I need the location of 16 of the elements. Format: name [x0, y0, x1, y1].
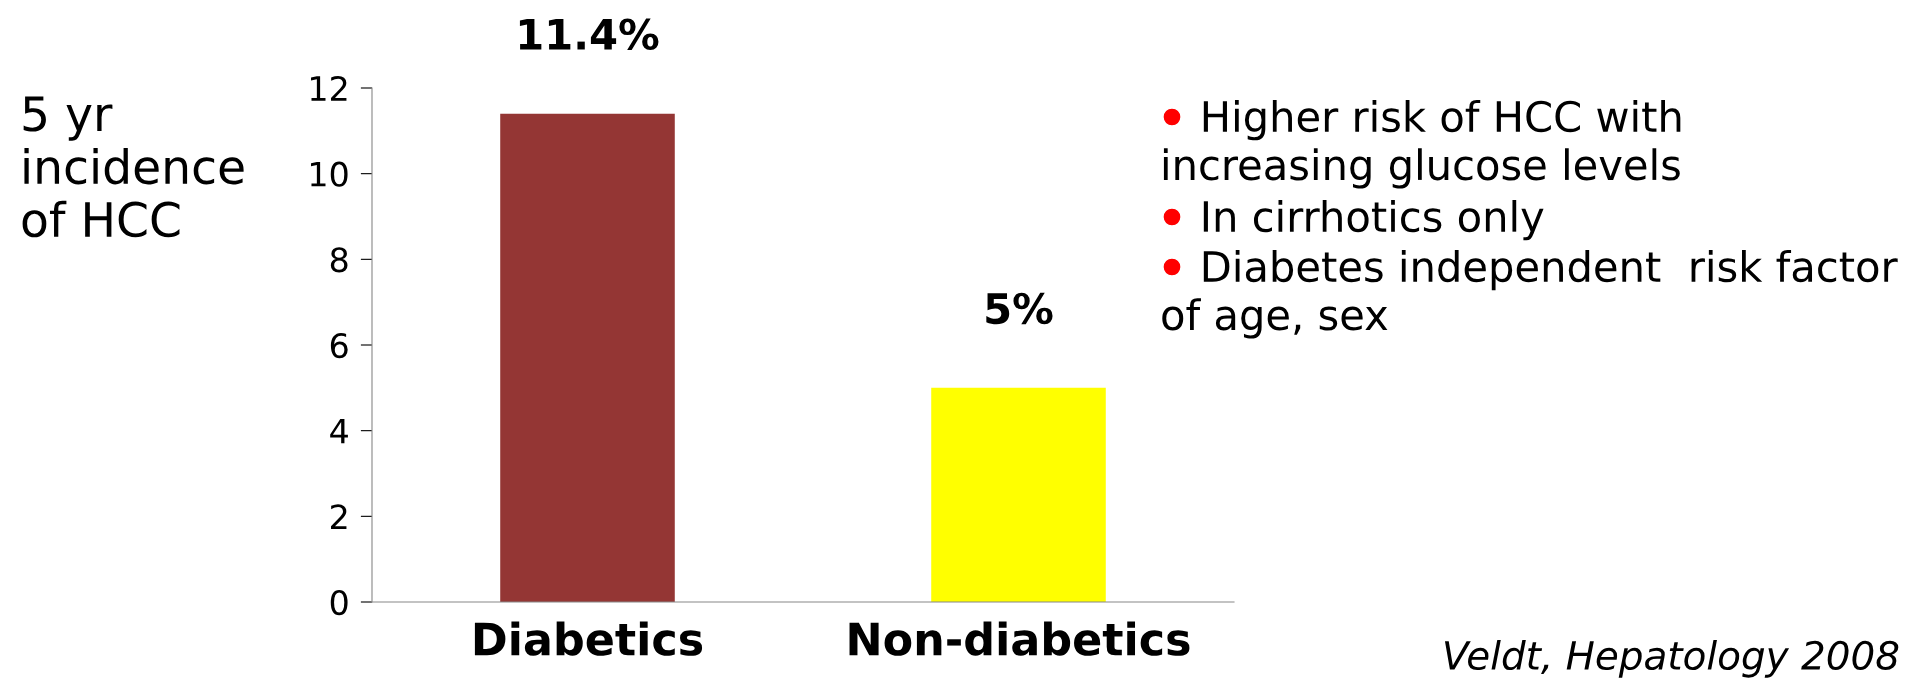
y-tick-label: 0	[330, 589, 348, 616]
x-tick-label: Diabetics	[474, 621, 703, 656]
annotation: Diabetes independent risk factor of age, sex	[1162, 250, 1898, 339]
annotation: In cirrhotics only	[1203, 200, 1544, 241]
data-label: 5%	[986, 292, 1053, 325]
y-tick-label: 6	[330, 332, 348, 359]
text: Veldt, Hepatology 2008	[1444, 640, 1899, 678]
x-tick-label: Non-diabetics	[849, 621, 1190, 656]
annotation: Higher risk of HCC with increasing glucose levels	[1163, 100, 1681, 189]
data-label: 11.4%	[519, 18, 659, 51]
y-tick-label: 8	[330, 247, 348, 273]
y-tick-label: 2	[331, 504, 347, 529]
y-tick-label: 4	[330, 419, 348, 444]
y-tick-label: 12	[311, 75, 347, 101]
y-axis-title: 5 yr incidence of HCC	[22, 96, 244, 238]
y-tick-label: 10	[311, 161, 348, 187]
